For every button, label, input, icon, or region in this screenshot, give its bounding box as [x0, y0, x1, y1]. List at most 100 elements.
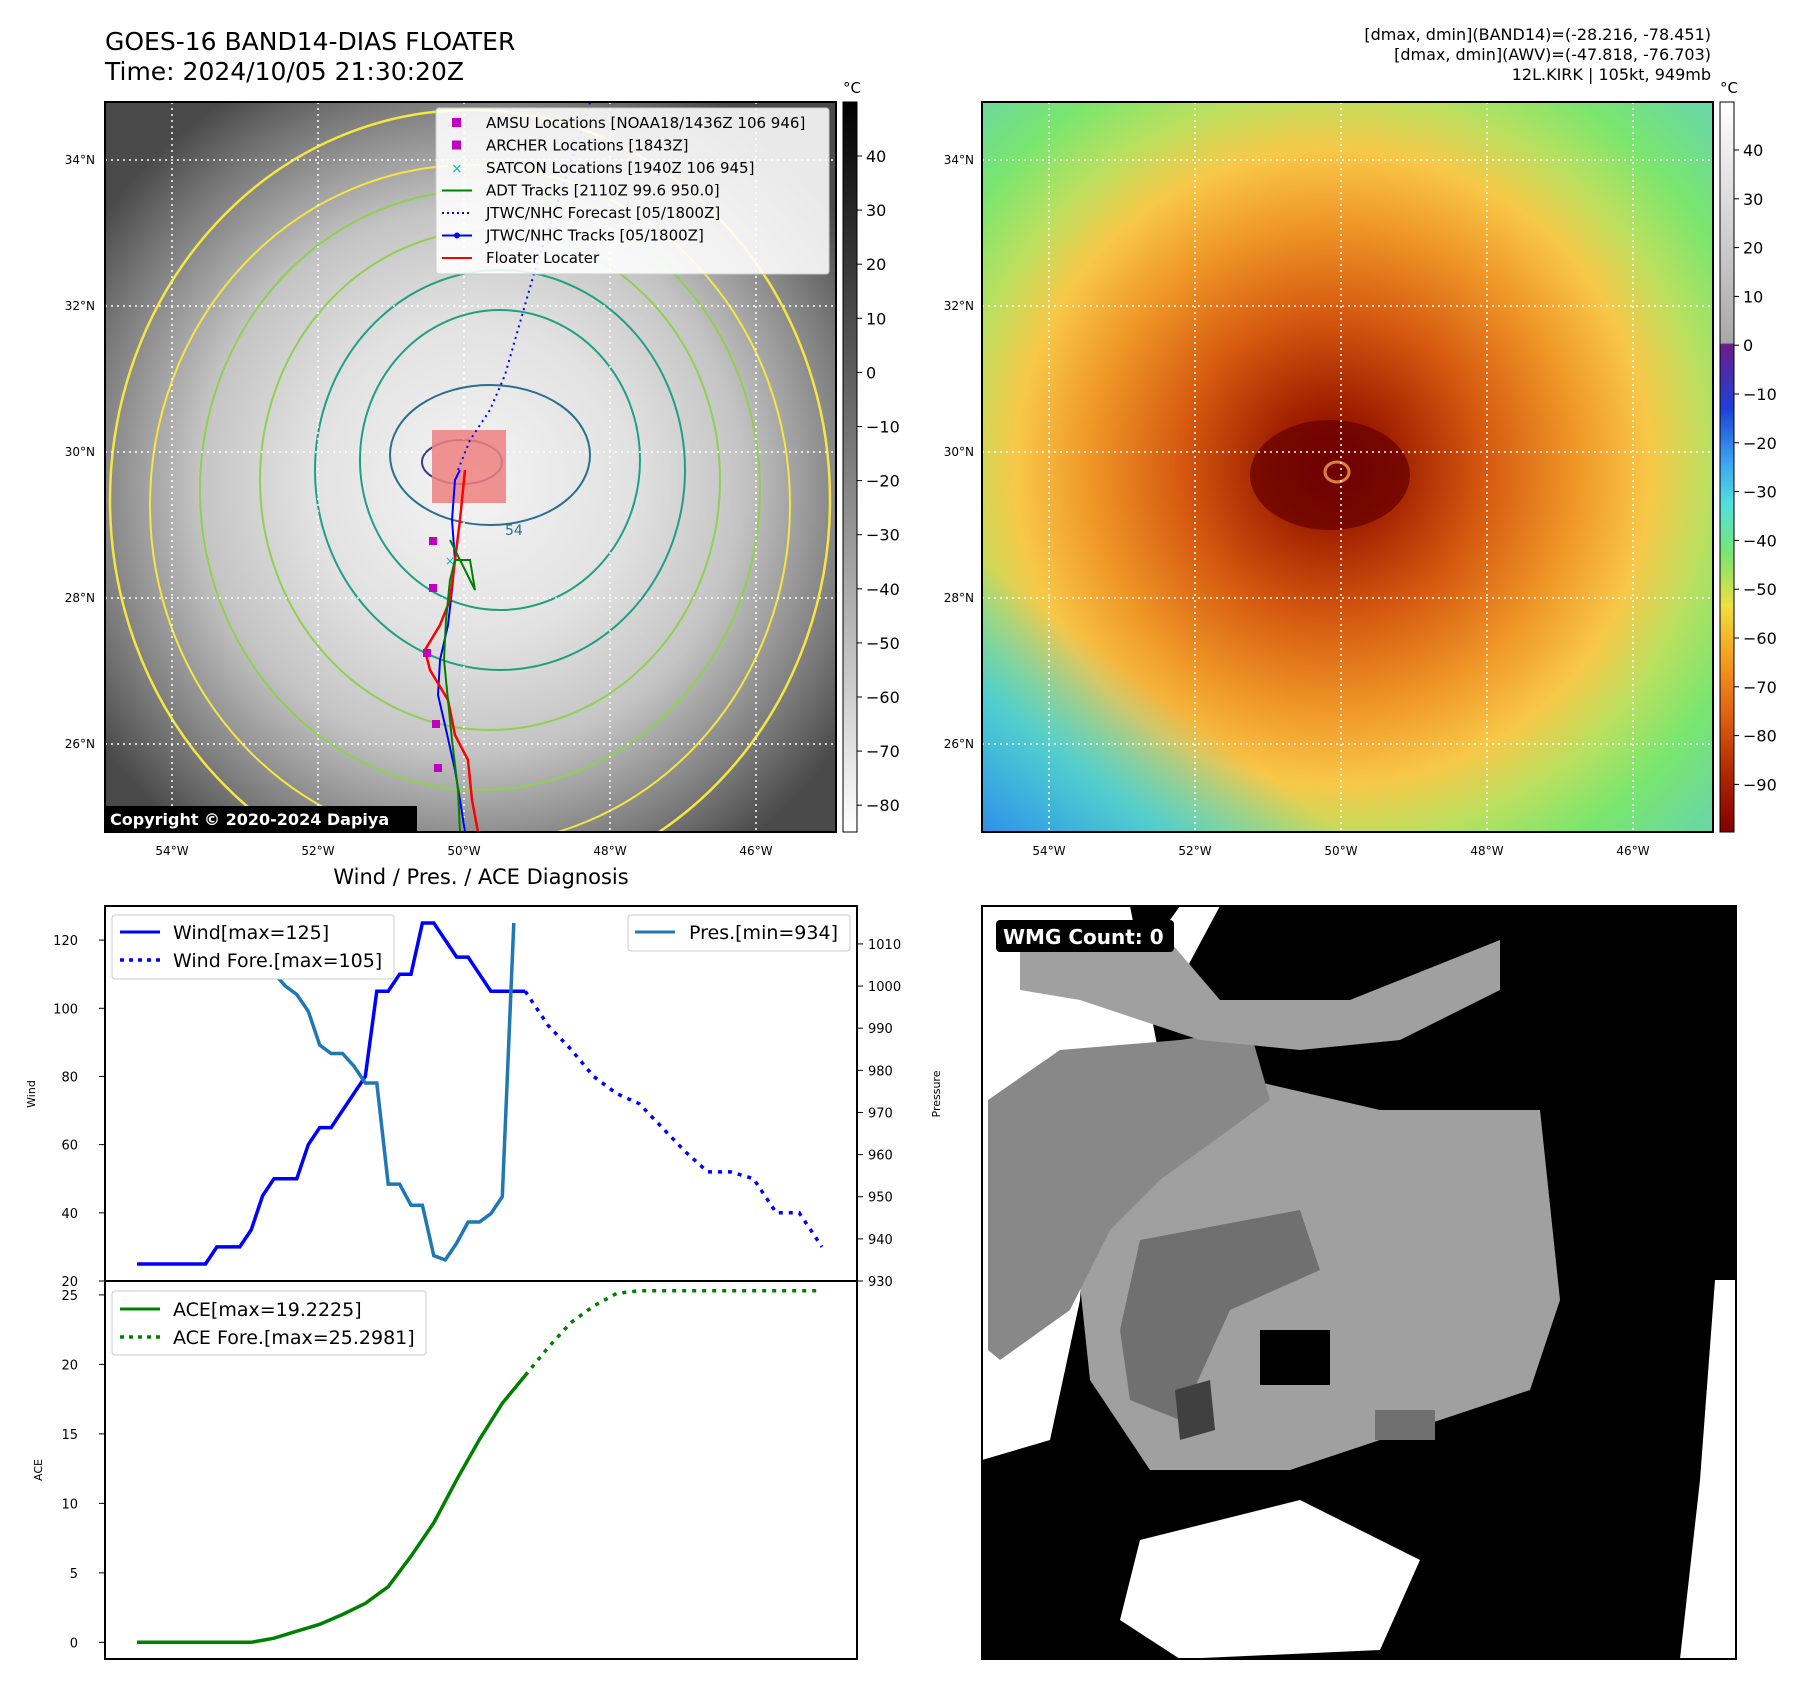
- gray-colorbar: °C 40 30 20 10 0 −10 −20 −30 −40 −50 −60 −70 −80: [842, 79, 900, 833]
- colorbar-tick-label: −30: [866, 526, 900, 545]
- wmg-count-label: WMG Count: 0: [1003, 925, 1164, 949]
- ace-ylabel: ACE: [32, 1459, 45, 1481]
- legend-label: ADT Tracks [2110Z 99.6 950.0]: [486, 182, 720, 200]
- lat-label: 34°N: [65, 153, 95, 167]
- lon-label: 50°W: [1324, 844, 1357, 858]
- y2-tick-label: 950: [868, 1191, 893, 1206]
- legend-label: ARCHER Locations [1843Z]: [486, 137, 689, 155]
- ace-tick-label: 10: [61, 1497, 78, 1512]
- colorbar-tick-label: −10: [1743, 385, 1777, 404]
- y-tick-label: 100: [53, 1002, 78, 1017]
- wmg-frame: [981, 905, 1737, 1660]
- archer-marker: [423, 649, 431, 657]
- lat-label: 28°N: [65, 591, 95, 605]
- colorbar-tick-label: −70: [866, 742, 900, 761]
- copyright-text: Copyright © 2020-2024 Dapiya: [110, 810, 389, 829]
- ace-tick-label: 25: [61, 1289, 78, 1304]
- colorbar-tick-label: 40: [866, 147, 886, 166]
- diagnosis-panel: 2040608010012093094095096097098099010001…: [25, 905, 943, 1660]
- colorbar-tick-label: 30: [866, 201, 886, 220]
- copyright-box: [105, 806, 417, 831]
- colorbar-tick-label: −20: [1743, 434, 1777, 453]
- lat-label: 32°N: [65, 299, 95, 313]
- lat-label: 30°N: [65, 445, 95, 459]
- legend-marker: [452, 140, 461, 150]
- colorbar-unit: °C: [843, 79, 861, 97]
- y2-tick-label: 1000: [868, 980, 901, 995]
- ir-map-frame: [104, 101, 837, 833]
- y2-tick-label: 990: [868, 1022, 893, 1037]
- figure-title: GOES-16 BAND14-DIAS FLOATER: [105, 27, 515, 56]
- legend-pressure: Pres.[min=934]: [689, 922, 838, 944]
- pressure-legend: Pres.[min=934]: [627, 914, 851, 952]
- lon-label: 46°W: [739, 844, 772, 858]
- y2-tick-label: 970: [868, 1106, 893, 1121]
- colorbar-tick-label: −40: [866, 580, 900, 599]
- colorbar-tick-label: 10: [1743, 287, 1763, 306]
- lat-label: 26°N: [944, 737, 974, 751]
- legend-label: JTWC/NHC Forecast [05/1800Z]: [485, 204, 720, 222]
- color-colorbar: °C 40 30 20 10 0 −10 −20 −30 −40 −50 −60 −70 −80 −90: [1719, 79, 1777, 833]
- series-line: [523, 990, 824, 1248]
- colorbar-tick-label: −90: [1743, 775, 1777, 794]
- diagnosis-title: Wind / Pres. / ACE Diagnosis: [333, 865, 628, 889]
- colorbar-tick-label: 10: [866, 309, 886, 328]
- ace-tick-label: 5: [70, 1567, 78, 1582]
- ace-legend: ACE[max=19.2225] ACE Fore.[max=25.2981]: [111, 1290, 427, 1356]
- adt-track: [442, 539, 476, 832]
- lon-label: 54°W: [155, 844, 188, 858]
- colorbar-tick-label: −70: [1743, 678, 1777, 697]
- ir-lon-labels: 54°W 52°W 50°W 48°W 46°W: [155, 844, 772, 858]
- info-band14: [dmax, dmin](BAND14)=(-28.216, -78.451): [1364, 25, 1711, 44]
- amsu-marker: [434, 764, 442, 772]
- wv-map-frame: [981, 101, 1714, 833]
- wv-eye: [1323, 460, 1351, 484]
- ace-tick-label: 0: [70, 1636, 78, 1651]
- wv-lon-labels: 54°W 52°W 50°W 48°W 46°W: [1032, 844, 1649, 858]
- colorbar-tick-label: −80: [866, 796, 900, 815]
- legend-label: Floater Locater: [486, 249, 600, 267]
- satcon-marker: ×: [445, 554, 455, 568]
- lon-label: 50°W: [447, 844, 480, 858]
- wv-lat-labels: 34°N 32°N 30°N 28°N 26°N: [944, 153, 974, 751]
- contour-darkteal: [389, 384, 591, 526]
- y-tick-label: 20: [61, 1275, 78, 1290]
- colorbar-tick-label: 30: [1743, 190, 1763, 209]
- amsu-marker: [432, 720, 440, 728]
- contour-teal-2: [359, 309, 641, 611]
- colorbar-tick-label: −30: [1743, 483, 1777, 502]
- archer-marker: [429, 584, 437, 592]
- legend-marker: ×: [451, 161, 463, 177]
- colorbar-tick-label: 0: [1743, 336, 1753, 355]
- info-awv: [dmax, dmin](AWV)=(-47.818, -76.703): [1394, 45, 1711, 64]
- legend-ace: ACE[max=19.2225]: [173, 1299, 362, 1321]
- colorbar-tick-label: −10: [866, 418, 900, 437]
- lat-label: 32°N: [944, 299, 974, 313]
- figure-time: Time: 2024/10/05 21:30:20Z: [104, 57, 464, 86]
- lon-label: 52°W: [301, 844, 334, 858]
- y-tick-label: 80: [61, 1070, 78, 1085]
- wmg-panel: WMG Count: 0: [981, 905, 1737, 1660]
- colorbar-tick-label: −40: [1743, 531, 1777, 550]
- wind-legend: Wind[max=125] Wind Fore.[max=105]: [111, 914, 395, 980]
- colorbar-tick-label: 0: [866, 363, 876, 382]
- series-line: [137, 921, 526, 1266]
- archer-marker: [429, 537, 437, 545]
- legend-label: AMSU Locations [NOAA18/1436Z 106 946]: [486, 114, 805, 132]
- wv-map-panel: 34°N 32°N 30°N 28°N 26°N 54°W 52°W 50°W …: [944, 101, 1714, 858]
- colorbar-tick-label: −60: [1743, 629, 1777, 648]
- ir-lat-labels: 34°N 32°N 30°N 28°N 26°N: [65, 153, 95, 751]
- lon-label: 48°W: [593, 844, 626, 858]
- legend-ace-fore: ACE Fore.[max=25.2981]: [173, 1327, 415, 1349]
- y-tick-label: 120: [53, 934, 78, 949]
- wv-core: [1250, 420, 1410, 530]
- colorbar-tick-label: 20: [1743, 239, 1763, 258]
- lon-label: 52°W: [1178, 844, 1211, 858]
- wv-dry-region: [982, 560, 1342, 832]
- y2-tick-label: 980: [868, 1064, 893, 1079]
- legend-marker: [452, 118, 461, 127]
- y2-tick-label: 1010: [868, 938, 901, 953]
- colorbar-tick-label: −50: [1743, 580, 1777, 599]
- floater-box: [432, 430, 506, 503]
- lon-label: 54°W: [1032, 844, 1065, 858]
